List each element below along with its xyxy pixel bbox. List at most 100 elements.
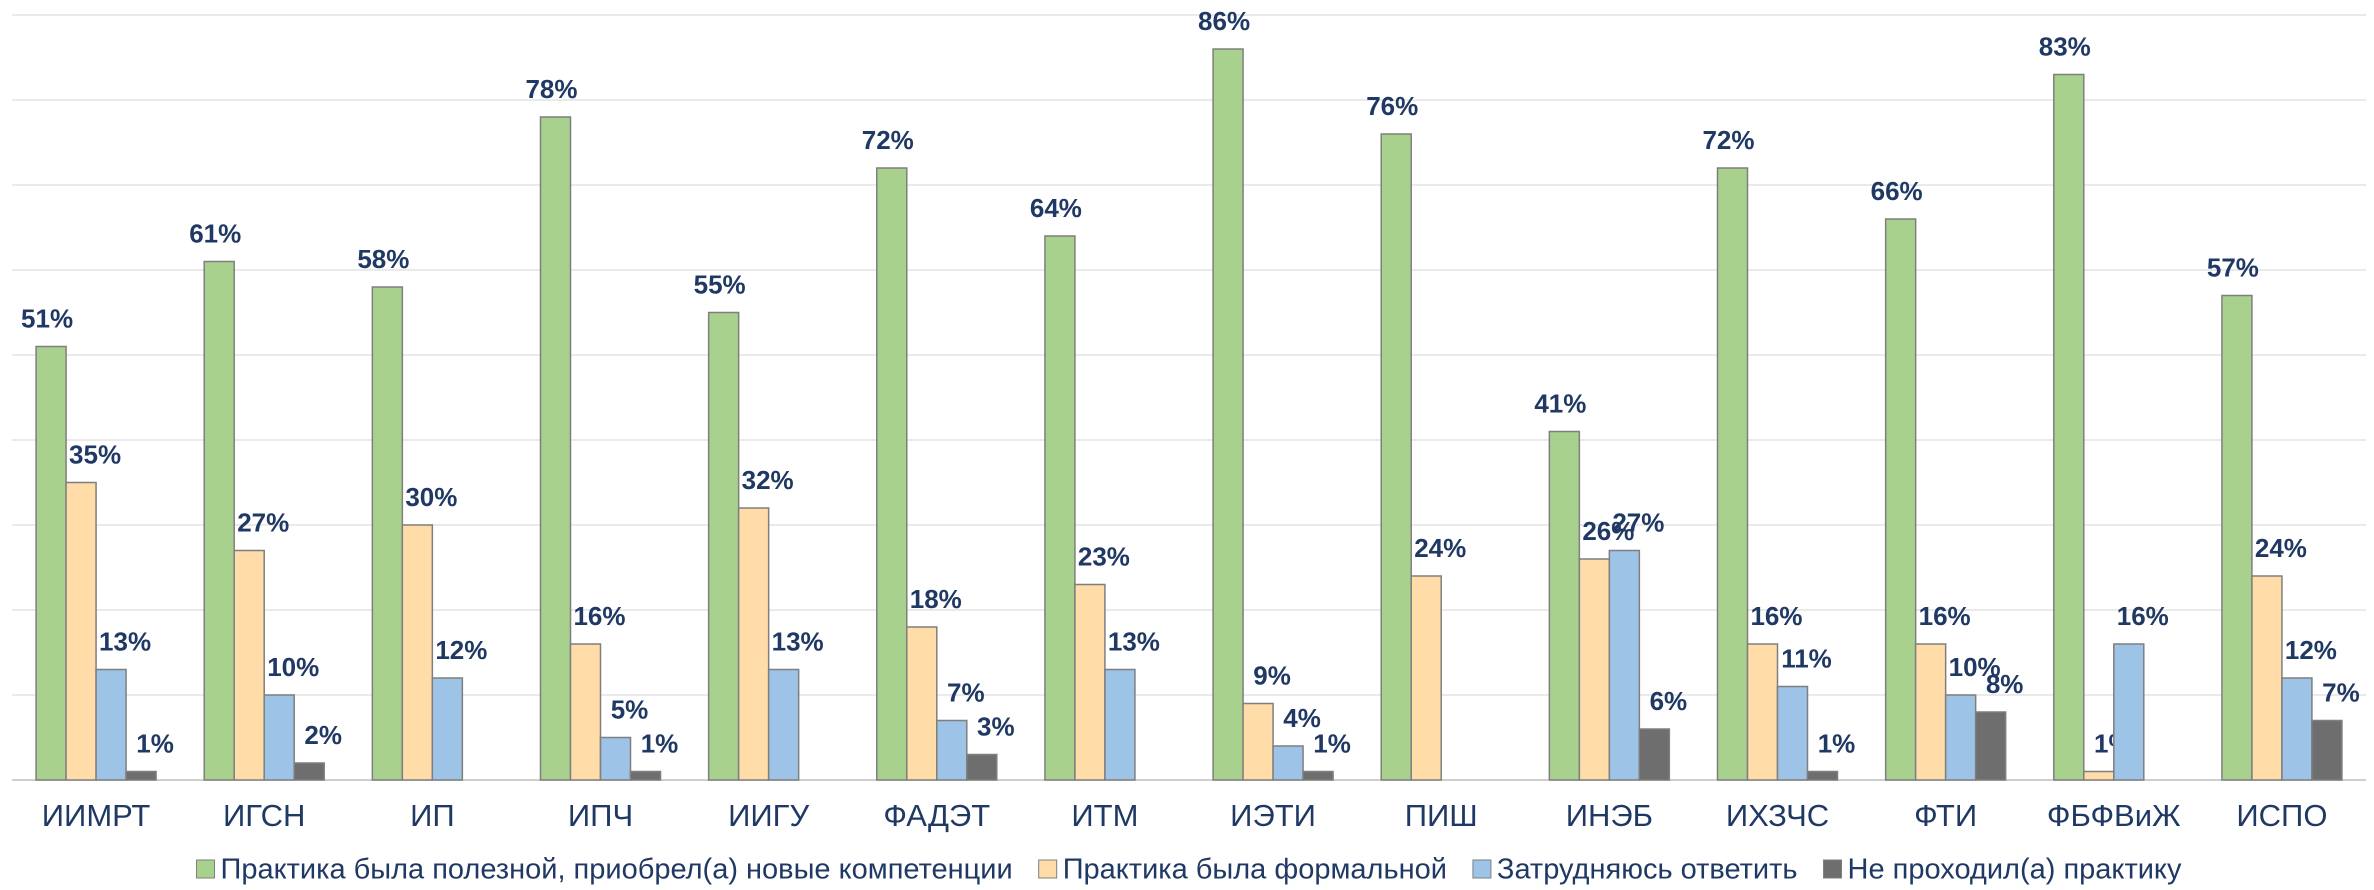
bar [263,694,295,781]
legend-label: Практика была формальной [1063,854,1447,886]
bar [431,677,464,781]
bar [1104,668,1136,781]
bar [1272,745,1304,781]
data-label: 1% [136,728,174,758]
data-label: 64% [1030,193,1082,223]
data-label: 9% [1253,660,1291,690]
data-label: 5% [611,694,649,724]
bar [1776,685,1809,781]
bar [569,643,602,781]
data-label: 55% [694,269,746,299]
bar [1944,694,1977,781]
data-label: 7% [2322,677,2360,707]
data-label: 23% [1078,541,1130,571]
data-label: 78% [525,74,577,104]
data-label: 12% [435,635,487,665]
bar [1716,167,1749,781]
bar [876,167,908,781]
bar [2281,677,2313,781]
data-label: 8% [1986,669,2024,699]
x-tick-label: ИХЗЧС [1726,798,1829,833]
bar [966,753,998,781]
legend-swatch [1038,859,1058,879]
x-tick-label: ФБФВиЖ [2047,798,2181,833]
x-tick-label: ИИМРТ [42,798,151,833]
x-tick-label: ФТИ [1914,798,1977,833]
bar [906,626,938,781]
data-label: 27% [237,507,289,537]
bar [2113,643,2145,781]
x-tick-label: ИИГУ [728,798,809,833]
legend-label: Не проходил(а) практику [1848,854,2182,886]
data-label: 16% [2117,601,2169,631]
bar [629,770,662,781]
x-tick-label: ИП [410,798,455,833]
bar [539,116,572,781]
bar [65,481,97,781]
data-label: 57% [2207,252,2259,282]
x-tick-label: ИСПО [2236,798,2327,833]
bar [1212,48,1244,781]
data-label: 13% [772,626,824,656]
bar [1638,728,1671,781]
data-label: 83% [2039,31,2091,61]
data-label: 27% [1612,507,1664,537]
bar [1044,235,1076,781]
data-label: 32% [742,465,794,495]
data-label: 3% [977,711,1015,741]
data-label: 58% [357,244,409,274]
bar [767,668,800,781]
data-label: 13% [1108,626,1160,656]
legend-swatch [1823,859,1843,879]
data-label: 4% [1283,703,1321,733]
data-label: 12% [2285,635,2337,665]
bar [1380,133,1412,781]
bar [1608,549,1641,781]
bar [2251,575,2283,781]
data-label: 18% [910,584,962,614]
legend-label: Затрудняюсь ответить [1497,854,1798,886]
legend-label: Практика была полезной, приобрел(а) новы… [221,854,1013,886]
x-tick-label: ИНЭБ [1566,798,1653,833]
bar [1746,643,1779,781]
bar [35,345,67,781]
bar [737,507,770,781]
data-label: 26% [1582,516,1634,546]
bar [203,260,235,781]
legend-swatch [196,859,216,879]
data-label: 41% [1534,388,1586,418]
data-label: 24% [1414,533,1466,563]
bar [2053,73,2085,781]
data-label: 6% [1650,686,1688,716]
bar [233,549,265,781]
legend-swatch [1472,859,1492,879]
data-label: 11% [1781,643,1832,673]
bar [936,719,968,781]
data-label: 7% [947,677,985,707]
data-label: 2% [304,720,342,750]
bar [599,736,632,781]
bar [2311,719,2343,781]
bar [95,668,127,781]
bar [1302,770,1334,781]
x-tick-label: ИГСН [223,798,305,833]
data-label: 1% [641,728,679,758]
data-label: 1% [1313,728,1351,758]
data-label: 10% [267,652,319,682]
data-label: 30% [405,482,457,512]
bar [1914,643,1947,781]
bar [1242,702,1274,781]
data-label: 86% [1198,6,1250,36]
bar [2083,770,2115,781]
x-tick-label: ПИШ [1405,798,1478,833]
x-tick-label: ИПЧ [568,798,633,833]
bar [1974,711,2007,781]
bar [371,286,404,781]
bar [707,311,740,781]
bar [1410,575,1442,781]
data-label: 24% [2255,533,2307,563]
data-label: 16% [1919,601,1971,631]
data-label: 16% [573,601,625,631]
bar [125,770,157,781]
